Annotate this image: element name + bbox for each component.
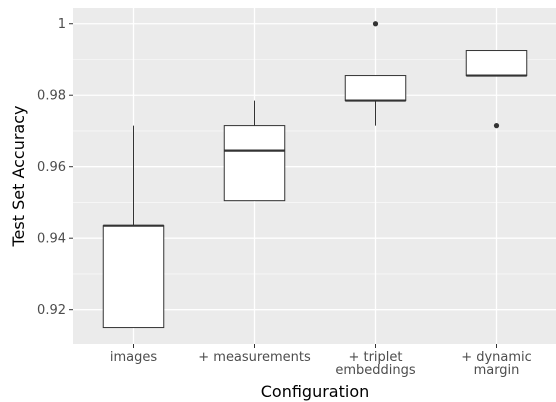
box-body [223,125,286,202]
y-tick-label: 0.98 [37,89,66,104]
y-tick-label: 0.92 [37,303,66,318]
outlier-point [493,123,500,129]
y-tick-label: 0.96 [37,160,66,175]
y-axis-title: Test Set Accuracy [9,106,28,248]
box-4 [465,50,528,129]
x-tick-label: margin [474,363,520,378]
y-tick-label: 0.94 [37,232,66,247]
x-tick-label: + triplet [348,350,402,365]
x-tick-label: embeddings [335,363,416,378]
x-axis-title: Configuration [261,382,370,401]
x-tick-label: + dynamic [461,350,532,365]
box-body [465,50,528,77]
x-tick-label: images [110,350,157,365]
box-2 [223,100,286,202]
box-1 [102,125,165,329]
y-tick-label: 1 [58,17,66,32]
x-tick-label: + measurements [198,350,311,365]
box-body [102,225,165,329]
y-axis-ticks: 0.92 0.94 0.96 0.98 1 [37,17,73,318]
box-body [344,75,407,102]
outlier-point [372,21,379,27]
box-3 [344,21,407,126]
boxes [102,21,528,329]
